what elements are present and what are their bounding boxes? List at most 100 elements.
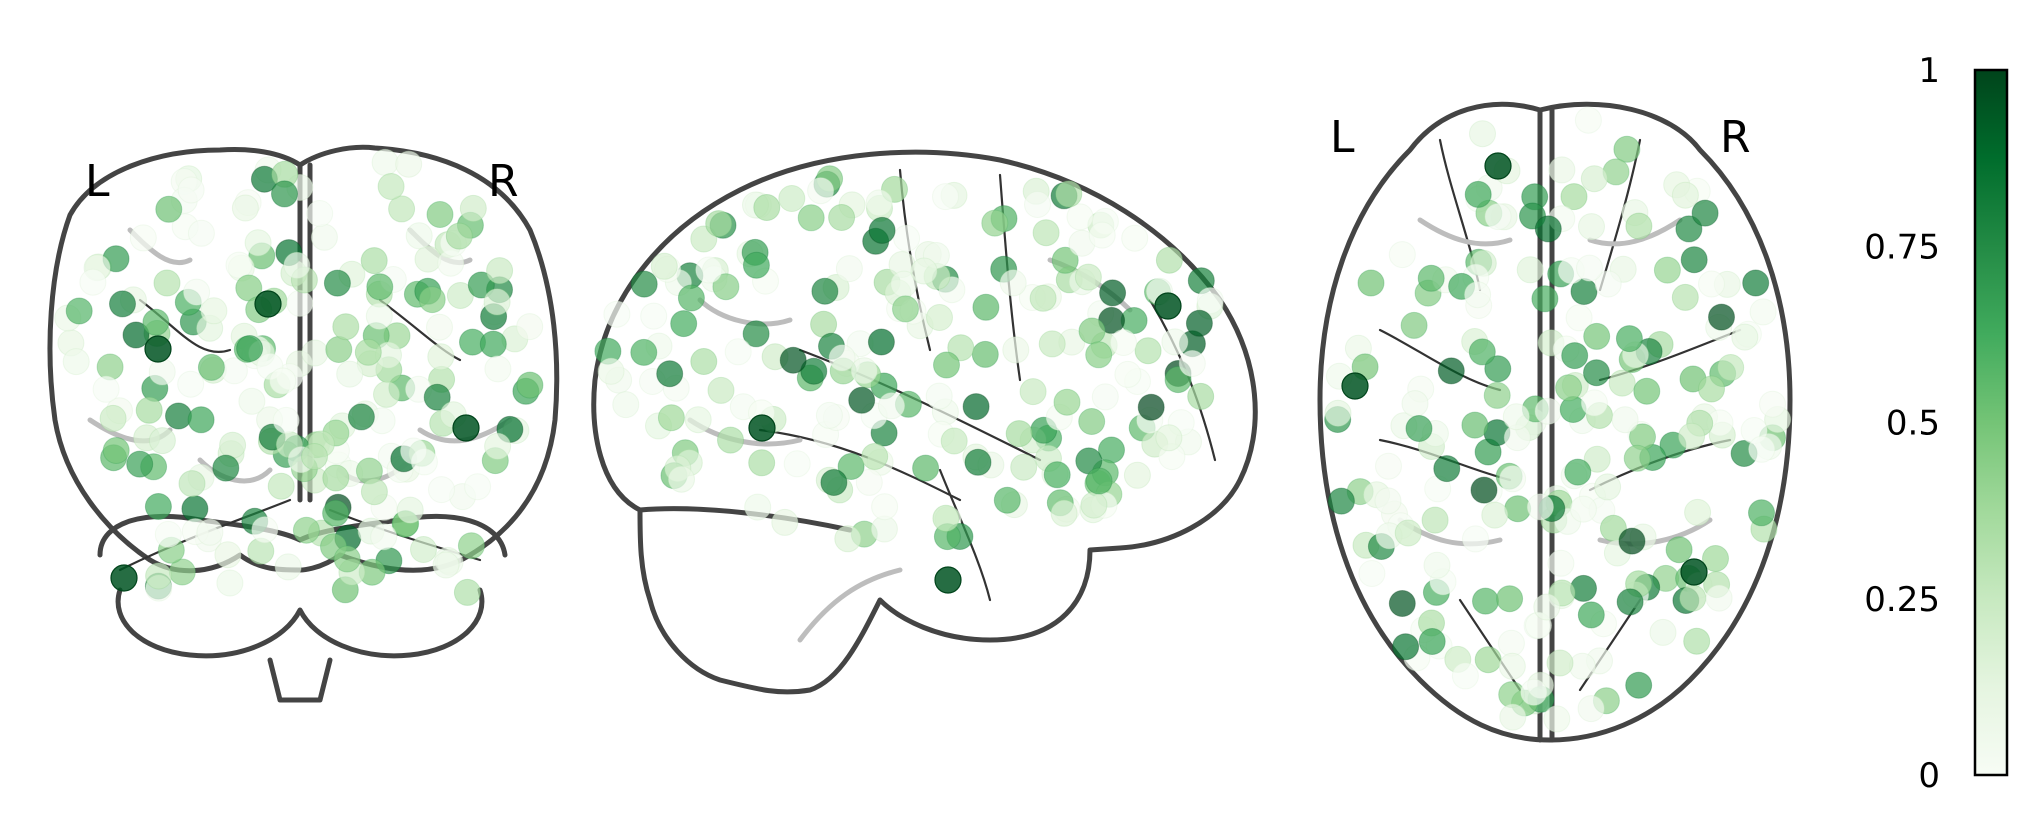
brain-node [154, 520, 182, 548]
brain-node [1341, 372, 1369, 400]
brain-node [400, 437, 428, 465]
brain-node [216, 569, 244, 597]
brain-node [742, 320, 770, 348]
brain-node [99, 404, 127, 432]
sagittal-view [591, 149, 1258, 695]
brain-node [177, 176, 205, 204]
brain-node [1684, 498, 1712, 526]
brain-node [62, 348, 90, 376]
brain-node [1691, 199, 1719, 227]
brain-node [1759, 390, 1786, 418]
brain-node [1526, 493, 1554, 521]
brain-node [1418, 628, 1446, 655]
brain-node [603, 300, 631, 328]
brain-node [1717, 354, 1745, 381]
brain-node [1533, 593, 1561, 621]
brain-node [414, 245, 442, 273]
brain-node [1469, 120, 1496, 148]
brain-node [1577, 695, 1605, 723]
coronal-right-label: R [488, 156, 519, 207]
brain-node [177, 370, 205, 398]
brain-node [1134, 337, 1162, 365]
brain-node [1110, 329, 1137, 356]
brain-node [479, 330, 507, 358]
brain-node [1099, 279, 1127, 307]
brain-node [1665, 536, 1693, 564]
brain-node [1594, 270, 1622, 298]
brain-node [1470, 476, 1498, 504]
brain-node [865, 189, 893, 217]
brain-node [516, 371, 544, 399]
brain-node [453, 578, 481, 606]
brain-node [1196, 287, 1224, 315]
brain-node [102, 437, 130, 464]
brain-node [779, 346, 807, 374]
brain-node [1468, 338, 1496, 366]
brain-node [1010, 453, 1038, 481]
brain-node [1702, 545, 1729, 572]
brain-node [178, 470, 206, 498]
brain-node [695, 256, 723, 284]
brain-node [129, 224, 157, 252]
brain-node [333, 545, 361, 573]
brain-node [1464, 180, 1492, 208]
brain-node [1705, 584, 1733, 612]
brain-node [1392, 633, 1420, 661]
brain-node [1178, 350, 1206, 377]
sagittal-brain-outline [591, 149, 1258, 695]
brain-node [1375, 452, 1402, 480]
brain-node [1698, 270, 1725, 298]
brain-node [459, 194, 487, 222]
brain-node [360, 247, 388, 275]
brain-node [1123, 461, 1151, 489]
brain-node [1534, 397, 1562, 425]
brain-node [1633, 377, 1661, 405]
brain-node [1749, 298, 1777, 326]
brain-node [1374, 487, 1402, 515]
brain-node [1358, 560, 1386, 587]
brain-node [1451, 662, 1479, 690]
brain-node [1613, 135, 1641, 163]
brain-node [200, 297, 228, 325]
brain-node [1565, 304, 1593, 332]
brain-node [336, 360, 364, 388]
brain-node [484, 432, 512, 460]
brain-node [834, 525, 862, 553]
brain-node [225, 251, 253, 279]
brain-node [486, 257, 514, 285]
brain-node [109, 290, 136, 318]
brain-node [1564, 458, 1592, 486]
brain-node [1043, 461, 1071, 489]
brain-node [597, 357, 625, 385]
brain-node [1029, 284, 1057, 312]
brain-node [932, 183, 959, 211]
brain-node [820, 469, 848, 496]
brain-node [1580, 389, 1608, 417]
brain-node [861, 443, 889, 470]
brain-node [153, 269, 181, 297]
brain-node [144, 335, 172, 363]
brain-node [187, 219, 215, 247]
brain-node [668, 465, 695, 493]
brain-node [971, 340, 999, 368]
brain-node [135, 396, 163, 424]
brain-node [1698, 375, 1725, 403]
brain-node [214, 541, 242, 569]
brain-node [360, 478, 388, 506]
sagittal-nodes [594, 165, 1224, 594]
brain-node [1623, 444, 1651, 472]
brain-node [1002, 336, 1030, 364]
brain-node [1583, 322, 1611, 350]
coronal-left-label: L [85, 156, 110, 207]
brain-node [815, 401, 843, 429]
brain-node [912, 454, 940, 482]
colorbar: 1 0.75 0.5 0.25 0 [1864, 51, 2009, 796]
brain-node [650, 252, 678, 280]
brain-node [377, 173, 405, 200]
brain-node [354, 338, 382, 366]
brain-node [1066, 203, 1094, 231]
brain-node [835, 255, 863, 283]
brain-node [1547, 549, 1575, 577]
brain-node [183, 278, 211, 306]
brain-node [418, 286, 446, 314]
